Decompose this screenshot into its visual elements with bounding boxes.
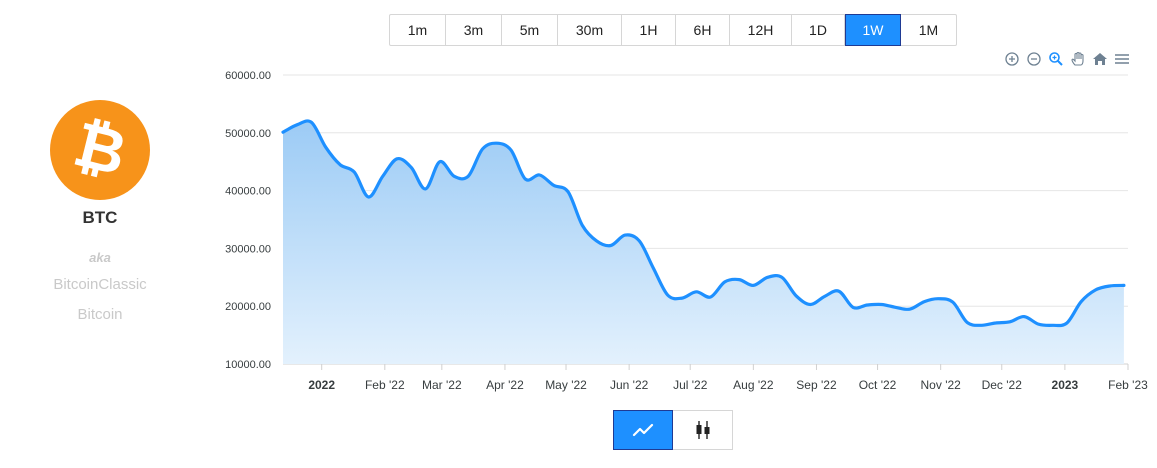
coin-panel: ₿ BTC aka BitcoinClassic Bitcoin — [20, 100, 180, 325]
y-tick-label: 30000.00 — [225, 243, 271, 255]
interval-button-1w[interactable]: 1W — [845, 14, 901, 46]
coin-alias: Bitcoin — [77, 306, 123, 323]
x-tick-label: May '22 — [545, 378, 587, 392]
x-tick-label: 2023 — [1052, 378, 1079, 392]
x-tick-label: Aug '22 — [733, 378, 774, 392]
interval-button-1mo[interactable]: 1M — [901, 14, 957, 46]
x-axis: 2022 Feb '22 Mar '22 Apr '22 May '22 Jun '22 J… — [308, 364, 1148, 392]
x-tick-label: Jul '22 — [673, 378, 708, 392]
x-tick-label: Jun '22 — [610, 378, 649, 392]
interval-button-5m[interactable]: 5m — [502, 14, 558, 46]
x-tick-label: Feb '22 — [365, 378, 405, 392]
x-tick-label: Oct '22 — [859, 378, 897, 392]
bitcoin-glyph-icon: ₿ — [67, 107, 134, 190]
zoom-selection-icon[interactable] — [1047, 50, 1065, 68]
aka-label: aka — [89, 250, 111, 265]
chart-type-selector — [613, 410, 733, 450]
price-line — [281, 119, 1126, 328]
pan-hand-icon[interactable] — [1069, 50, 1087, 68]
y-tick-label: 20000.00 — [225, 301, 271, 313]
x-tick-label: Feb '23 — [1108, 378, 1148, 392]
y-tick-label: 60000.00 — [225, 70, 271, 82]
interval-button-12h[interactable]: 12H — [730, 14, 792, 46]
coin-symbol: BTC — [82, 208, 118, 227]
x-tick-label: Nov '22 — [921, 378, 962, 392]
y-axis: 10000.00 20000.00 30000.00 40000.00 50000.00… — [225, 70, 271, 371]
interval-button-1h[interactable]: 1H — [622, 14, 676, 46]
y-tick-label: 50000.00 — [225, 128, 271, 140]
candlestick-chart-icon — [696, 421, 709, 439]
x-tick-label: Apr '22 — [486, 378, 524, 392]
candlestick-chart-button[interactable] — [673, 410, 733, 450]
zoom-in-icon[interactable] — [1003, 50, 1021, 68]
bitcoin-logo-icon: ₿ — [50, 100, 150, 200]
interval-button-30m[interactable]: 30m — [558, 14, 622, 46]
interval-button-6h[interactable]: 6H — [676, 14, 730, 46]
y-tick-label: 10000.00 — [225, 359, 271, 371]
zoom-out-icon[interactable] — [1025, 50, 1043, 68]
interval-button-1m[interactable]: 1m — [389, 14, 446, 46]
menu-icon[interactable] — [1113, 50, 1131, 68]
line-chart-button[interactable] — [613, 410, 673, 450]
x-tick-label: 2022 — [308, 378, 335, 392]
interval-selector: 1m 3m 5m 30m 1H 6H 12H 1D 1W 1M — [389, 14, 957, 46]
chart-toolbar — [1003, 50, 1131, 68]
home-reset-icon[interactable] — [1091, 50, 1109, 68]
coin-alias: BitcoinClassic — [53, 276, 147, 293]
interval-button-1d[interactable]: 1D — [792, 14, 845, 46]
x-tick-label: Dec '22 — [982, 378, 1023, 392]
interval-button-3m[interactable]: 3m — [446, 14, 502, 46]
x-tick-label: Mar '22 — [422, 378, 462, 392]
y-tick-label: 40000.00 — [225, 186, 271, 198]
line-chart-icon — [632, 423, 654, 437]
price-area — [283, 120, 1124, 365]
x-tick-label: Sep '22 — [796, 378, 837, 392]
